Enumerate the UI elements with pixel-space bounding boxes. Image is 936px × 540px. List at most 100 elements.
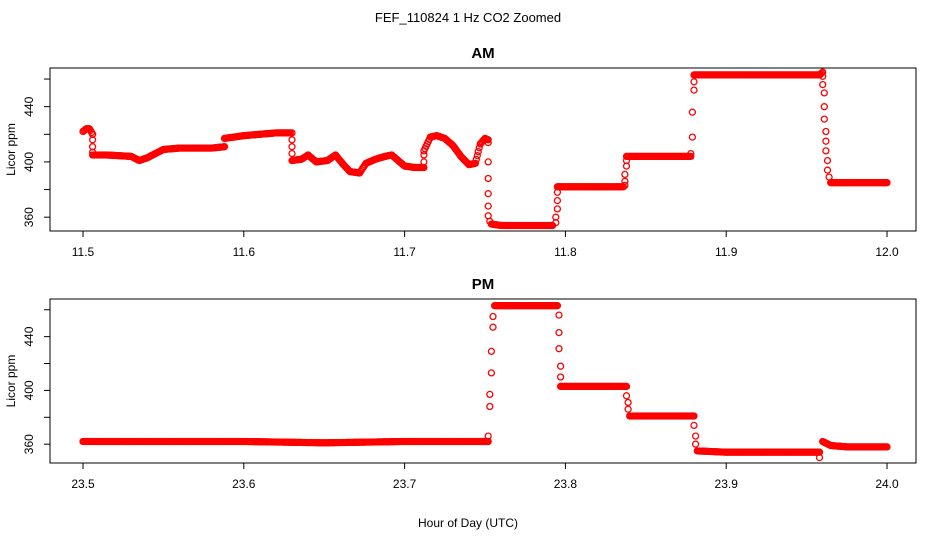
data-point (474, 148, 482, 156)
y-tick-label: 440 (22, 326, 36, 346)
y-axis-label: Licor ppm (4, 123, 18, 176)
data-point (88, 148, 97, 156)
data-point (484, 158, 492, 166)
x-tick-label: 11.9 (715, 245, 738, 259)
data-point (690, 412, 698, 420)
data-point (553, 302, 562, 310)
panel-title: AM (471, 45, 494, 62)
data-point (622, 392, 631, 400)
panel-am: AM Licor ppm 11.5 11.6 11.7 11.8 11.9 12.0 360 40… (4, 45, 917, 259)
data-point (624, 398, 632, 407)
data-point (815, 453, 824, 462)
data-point (288, 149, 296, 158)
data-point (688, 133, 697, 141)
data-point (88, 136, 97, 144)
data-point (288, 136, 296, 144)
data-point (555, 311, 563, 319)
data-point (691, 440, 700, 448)
data-point (823, 156, 832, 165)
data-point (552, 213, 560, 221)
data-point (472, 155, 480, 164)
data-point (288, 143, 296, 151)
figure-title: FEF_110824 1 Hz CO2 Zoomed (375, 10, 561, 25)
y-tick-label: 440 (22, 96, 36, 116)
x-tick-label: 11.5 (72, 245, 95, 259)
data-point (486, 217, 494, 225)
x-tick-label: 11.6 (233, 245, 256, 259)
data-point (624, 405, 632, 413)
data-point (486, 402, 494, 411)
data-point (819, 72, 827, 80)
data-point (484, 432, 492, 440)
x-tick-label: 12.0 (875, 245, 899, 259)
data-point (220, 143, 229, 151)
data-point (621, 181, 629, 190)
x-tick-label: 24.0 (875, 477, 899, 491)
data-point (553, 188, 562, 196)
data-point (817, 69, 826, 77)
data-point (883, 443, 891, 451)
data-point (489, 323, 497, 331)
data-point (471, 159, 480, 167)
data-point (555, 345, 563, 353)
data-point (473, 151, 481, 160)
data-point (487, 369, 496, 377)
panel-pm: PM Licor ppm 23.5 23.6 23.7 23.8 23.9 24.0 360 40… (4, 276, 917, 491)
data-point (691, 432, 700, 440)
data-point (822, 127, 830, 136)
data-point (420, 151, 428, 159)
panel-title: PM (472, 276, 495, 293)
data-point (883, 179, 891, 187)
data-point (687, 152, 695, 161)
data-point (484, 202, 492, 210)
y-tick-label: 360 (22, 434, 36, 454)
data-point (819, 68, 827, 76)
data-point (556, 373, 565, 381)
data-point (687, 149, 695, 158)
data-point (822, 147, 830, 155)
x-tick-label: 11.8 (554, 245, 577, 259)
y-tick-label: 400 (22, 380, 36, 400)
x-tick-label: 23.5 (71, 477, 95, 491)
data-point (484, 190, 492, 198)
y-tick-label: 400 (22, 152, 36, 172)
data-point (484, 138, 492, 147)
data-point (690, 421, 698, 430)
data-point (484, 136, 492, 144)
data-point (288, 129, 296, 137)
data-point (420, 158, 428, 166)
y-axis-label: Licor ppm (4, 355, 18, 408)
data-point (820, 103, 828, 111)
data-point (823, 166, 832, 174)
data-point (489, 312, 497, 321)
data-point (553, 196, 562, 205)
data-point (820, 115, 828, 123)
x-axis-label: Hour of Day (UTC) (418, 516, 518, 530)
x-tick-label: 23.7 (393, 477, 417, 491)
data-points (79, 68, 891, 230)
data-point (690, 86, 698, 94)
data-point (622, 156, 631, 165)
data-point (622, 382, 631, 391)
data-point (621, 170, 629, 179)
y-tick-label: 360 (22, 207, 36, 227)
data-point (820, 89, 828, 97)
x-tick-label: 23.6 (232, 477, 256, 491)
panels: AM Licor ppm 11.5 11.6 11.7 11.8 11.9 12.0 360 40… (4, 45, 917, 491)
data-point (688, 108, 697, 116)
x-tick-label: 11.7 (393, 245, 416, 259)
data-point (556, 362, 565, 370)
data-point (819, 80, 827, 89)
data-point (555, 328, 563, 337)
data-point (484, 174, 492, 183)
data-point (822, 137, 830, 145)
data-point (825, 173, 833, 181)
data-point (486, 390, 494, 399)
data-point (621, 177, 629, 185)
data-point (487, 347, 496, 356)
plot-frame (49, 298, 917, 464)
data-points (79, 302, 891, 462)
data-point (553, 205, 562, 213)
